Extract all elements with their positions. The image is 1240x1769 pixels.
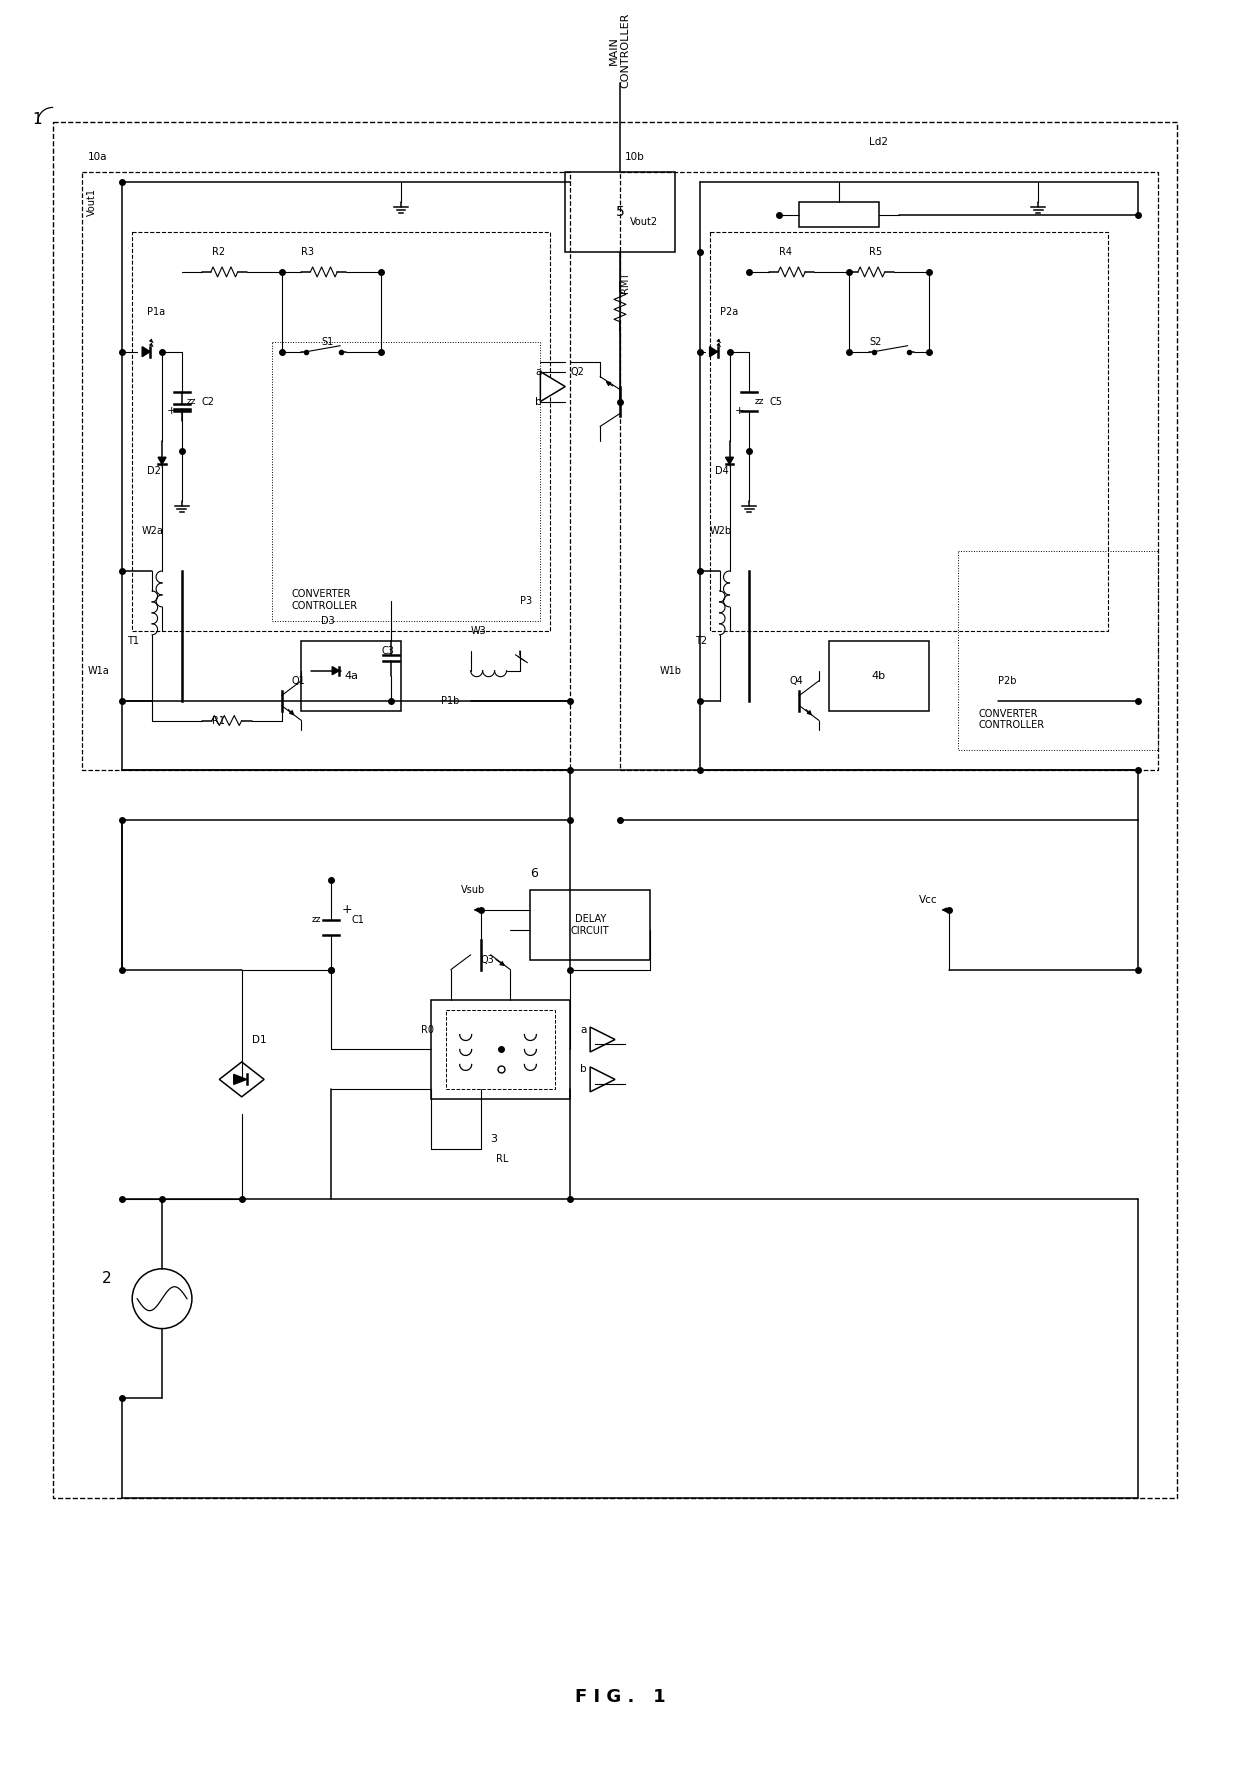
- Text: zz: zz: [187, 396, 196, 407]
- Bar: [959, 552, 1158, 750]
- Text: a: a: [536, 366, 542, 377]
- Text: 1: 1: [32, 113, 42, 127]
- Text: Vsub: Vsub: [461, 884, 485, 895]
- Bar: [709, 232, 1107, 632]
- Bar: [800, 202, 879, 226]
- Text: 10b: 10b: [625, 152, 645, 163]
- Text: Vout1: Vout1: [87, 188, 98, 216]
- Bar: [133, 232, 551, 632]
- Bar: [446, 1010, 556, 1090]
- Text: W2a: W2a: [143, 525, 164, 536]
- Text: Q2: Q2: [570, 366, 584, 377]
- Text: b: b: [536, 396, 542, 407]
- Text: 4b: 4b: [872, 670, 885, 681]
- Bar: [565, 172, 675, 251]
- Polygon shape: [590, 1028, 615, 1053]
- Text: Vcc: Vcc: [919, 895, 937, 906]
- Text: 5: 5: [615, 205, 625, 219]
- Text: RMT: RMT: [620, 271, 630, 292]
- Text: D3: D3: [321, 616, 335, 626]
- Bar: [531, 890, 650, 961]
- Text: P2b: P2b: [998, 676, 1017, 686]
- Text: CONVERTER
CONTROLLER: CONVERTER CONTROLLER: [978, 709, 1044, 731]
- Text: P1b: P1b: [440, 695, 459, 706]
- Text: 3: 3: [491, 1134, 497, 1145]
- Polygon shape: [332, 667, 340, 674]
- Bar: [430, 999, 570, 1099]
- Text: +: +: [341, 904, 352, 916]
- Text: D4: D4: [714, 467, 728, 476]
- Text: R2: R2: [212, 248, 224, 257]
- Text: S1: S1: [321, 336, 334, 347]
- Text: C3: C3: [381, 646, 394, 656]
- Text: Q3: Q3: [481, 955, 495, 964]
- Text: F I G .   1: F I G . 1: [574, 1688, 666, 1707]
- Text: C1: C1: [351, 915, 365, 925]
- Text: W1b: W1b: [660, 665, 682, 676]
- Polygon shape: [541, 371, 565, 402]
- Bar: [620, 172, 1158, 770]
- Text: zz: zz: [754, 396, 764, 407]
- Text: 6: 6: [531, 867, 538, 879]
- Polygon shape: [219, 1061, 264, 1097]
- Text: zz: zz: [311, 915, 321, 925]
- Bar: [301, 640, 401, 711]
- Polygon shape: [233, 1074, 247, 1084]
- Bar: [52, 122, 1178, 1498]
- Text: P2a: P2a: [719, 306, 738, 317]
- Text: R5: R5: [869, 248, 882, 257]
- Text: MAIN
CONTROLLER: MAIN CONTROLLER: [609, 12, 631, 88]
- Text: T1: T1: [128, 635, 139, 646]
- Text: W3: W3: [471, 626, 486, 635]
- Text: R0: R0: [420, 1024, 434, 1035]
- Text: Q1: Q1: [291, 676, 305, 686]
- Text: D2: D2: [148, 467, 161, 476]
- Text: S2: S2: [869, 336, 882, 347]
- Text: P3: P3: [521, 596, 532, 607]
- Text: Vout2: Vout2: [630, 218, 658, 226]
- Text: 2: 2: [103, 1272, 112, 1286]
- Text: +: +: [734, 407, 744, 416]
- Text: T2: T2: [694, 635, 707, 646]
- Text: 4a: 4a: [345, 670, 358, 681]
- Text: +: +: [167, 407, 176, 416]
- Text: R1: R1: [212, 715, 224, 725]
- Bar: [82, 172, 570, 770]
- Polygon shape: [725, 456, 734, 463]
- Text: Ld2: Ld2: [869, 138, 888, 147]
- Polygon shape: [590, 1067, 615, 1091]
- Text: W2b: W2b: [709, 525, 732, 536]
- Text: b: b: [580, 1065, 587, 1074]
- Polygon shape: [709, 347, 718, 357]
- Text: W1a: W1a: [87, 665, 109, 676]
- Text: R4: R4: [779, 248, 792, 257]
- Text: DELAY
CIRCUIT: DELAY CIRCUIT: [570, 915, 609, 936]
- Polygon shape: [157, 456, 166, 463]
- Bar: [830, 640, 929, 711]
- Text: P1a: P1a: [148, 306, 165, 317]
- Text: R3: R3: [301, 248, 315, 257]
- Polygon shape: [143, 347, 150, 357]
- Text: CONVERTER
CONTROLLER: CONVERTER CONTROLLER: [291, 589, 357, 610]
- Text: C2: C2: [202, 396, 215, 407]
- Text: 10a: 10a: [87, 152, 107, 163]
- Text: a: a: [580, 1024, 587, 1035]
- Text: D1: D1: [252, 1035, 267, 1044]
- Bar: [272, 341, 541, 621]
- Text: Q4: Q4: [789, 676, 804, 686]
- Text: C5: C5: [769, 396, 782, 407]
- Text: RL: RL: [496, 1153, 508, 1164]
